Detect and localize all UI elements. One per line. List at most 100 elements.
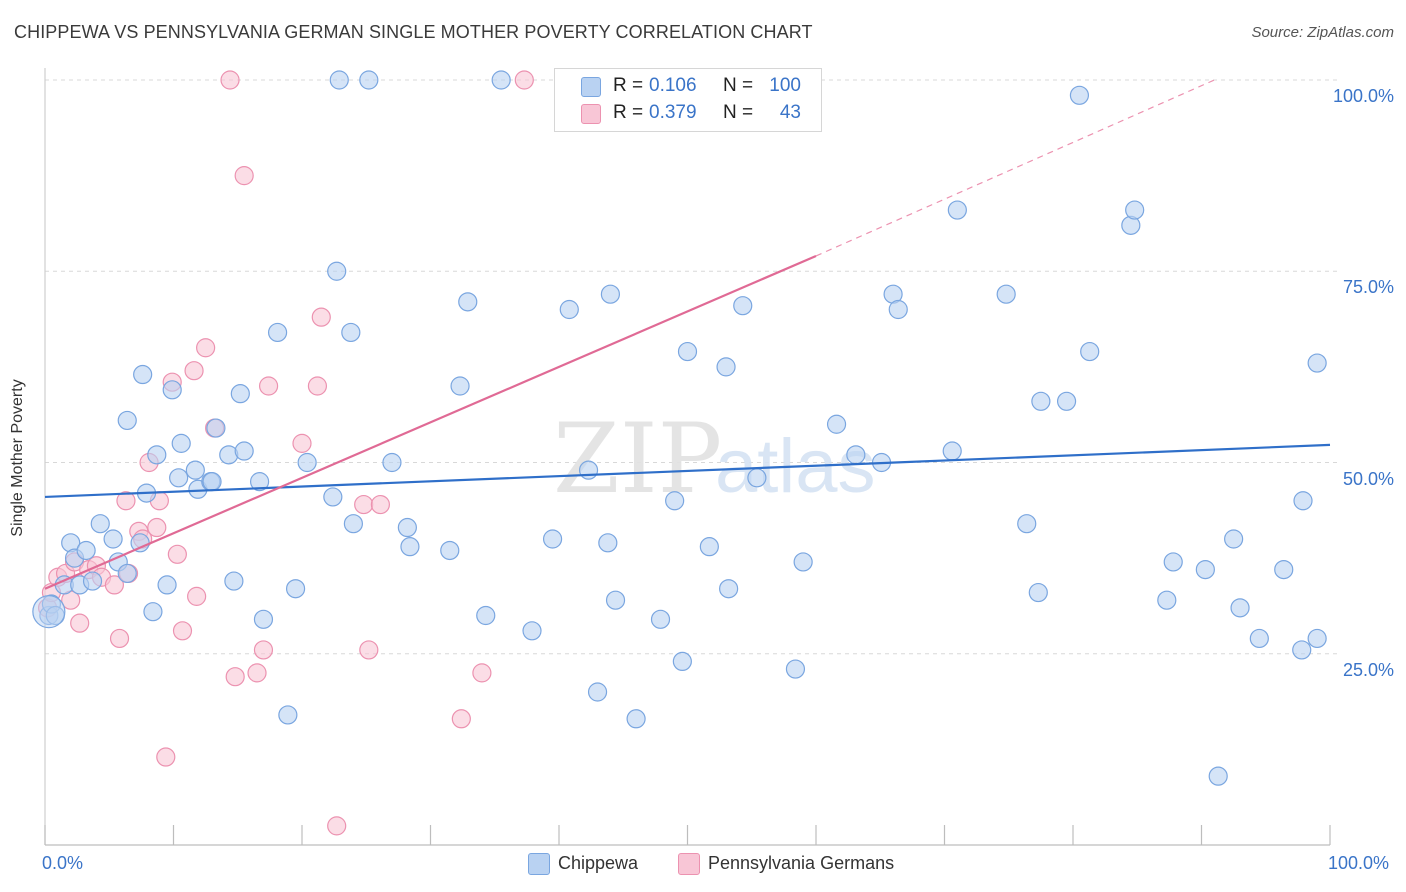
chippewa-point [1163,552,1183,572]
pennsylvania-germans-point [172,621,193,641]
chippewa-point [587,682,608,702]
pennsylvania-germans-trend-line [44,254,817,590]
chippewa-point [1080,341,1100,362]
n-value: 43 [779,102,801,123]
chippewa-point [600,284,621,304]
chippewa-point [202,472,222,492]
chippewa-point [285,579,306,599]
chippewa-point [82,571,103,591]
chippewa-point [397,517,417,538]
chippewa-point [716,357,736,377]
chippewa-point [1208,766,1228,786]
pennsylvania-germans-point [225,667,245,687]
chippewa-point [1249,628,1269,649]
chippewa-point [450,376,470,396]
chippewa-point [947,200,967,220]
chippewa-point [733,296,753,316]
pennsylvania-germans-point [247,663,267,683]
chippewa-point [1195,559,1215,580]
pennsylvania-germans-point [307,376,328,396]
chippewa-point [1307,353,1327,373]
chippewa-point [249,472,270,492]
correlation-legend: R = 0.106 N = 100 R = 0.379 N = 43 [554,68,822,132]
chippewa-point [359,70,379,90]
chippewa-point [341,322,361,343]
watermark: ZIP atlas [553,403,876,515]
chippewa-point [157,575,177,595]
chippewa-swatch [581,77,601,97]
chippewa-point [133,364,153,385]
chippewa-point [1028,582,1048,603]
pennsylvania-germans-point [220,70,240,90]
chippewa-point [598,533,618,553]
chippewa-point [1230,598,1250,618]
chippewa-point [826,414,847,434]
trend-lines [44,79,1331,590]
watermark-zip: ZIP [553,403,722,515]
chippewa-point [234,441,254,461]
n-label: N = [723,75,754,96]
chippewa-point [665,491,685,511]
pennsylvania-germans-point [184,361,204,381]
chippewa-point [1157,590,1177,610]
chippewa-point [626,709,646,729]
pennsylvania-germans-point [104,575,124,595]
chippewa-point [206,418,226,438]
x-tick-label-max: 100.0% [1328,853,1390,873]
chippewa-point [185,460,205,480]
chippewa-point [329,70,349,90]
chippewa-point [327,261,347,281]
chippewa-point [719,579,739,599]
chippewa-point [1307,628,1327,649]
chippewa-point [224,571,244,591]
chippewa-point [103,529,123,549]
chippewa-point [793,552,813,572]
pennsylvania-germans-point [354,494,374,515]
pennsylvania-germans-point [234,166,254,186]
chippewa-point [267,322,288,343]
pennsylvania-germans-legend-swatch [678,853,700,875]
r-value: 0.379 [649,102,697,123]
chippewa-point [117,410,137,431]
pennsylvania-germans-point [359,640,379,660]
pennsylvania-germans-point [258,376,279,396]
chippewa-point [230,384,250,404]
chippewa-point [130,533,150,553]
pennsylvania-germans-point [292,433,312,453]
chippewa-points [32,70,1327,786]
chippewa-point [522,621,542,641]
r-label: R = [613,102,644,123]
chippewa-point [343,514,363,534]
pennsylvania-germans-point [327,816,347,836]
chippewa-trend-line [44,443,1331,499]
n-value: 100 [769,75,801,96]
chippewa-point [542,529,563,549]
chippewa-point [605,590,626,610]
pennsylvania-germans-point [187,586,207,606]
chippewa-point [559,299,579,320]
pennsylvania-germans-legend-label: Pennsylvania Germans [708,853,895,873]
chippewa-point [578,460,599,480]
n-label: N = [723,102,754,123]
chippewa-point [650,609,671,629]
chart-title: CHIPPEWA VS PENNSYLVANIA GERMAN SINGLE M… [14,22,813,42]
gridlines [45,79,1340,655]
pennsylvania-germans-point [311,307,331,327]
pennsylvania-germans-point [370,494,390,515]
chippewa-point [491,70,511,90]
pennsylvania-germans-point [109,628,130,649]
chippewa-point [400,537,420,557]
chippewa-point [942,441,962,461]
chippewa-point [169,468,189,488]
chippewa-point [458,292,478,312]
pennsylvania-germans-point [116,491,136,511]
chippewa-point [117,563,137,584]
chippewa-point [162,380,182,400]
chippewa-point [1293,491,1313,511]
chippewa-point-cluster [32,595,66,629]
pennsylvania-germans-swatch [581,104,601,124]
y-tick-label: 100.0% [1332,86,1394,106]
chippewa-point [747,468,767,488]
pennsylvania-germans-point [196,338,216,358]
chippewa-point [1274,559,1294,580]
